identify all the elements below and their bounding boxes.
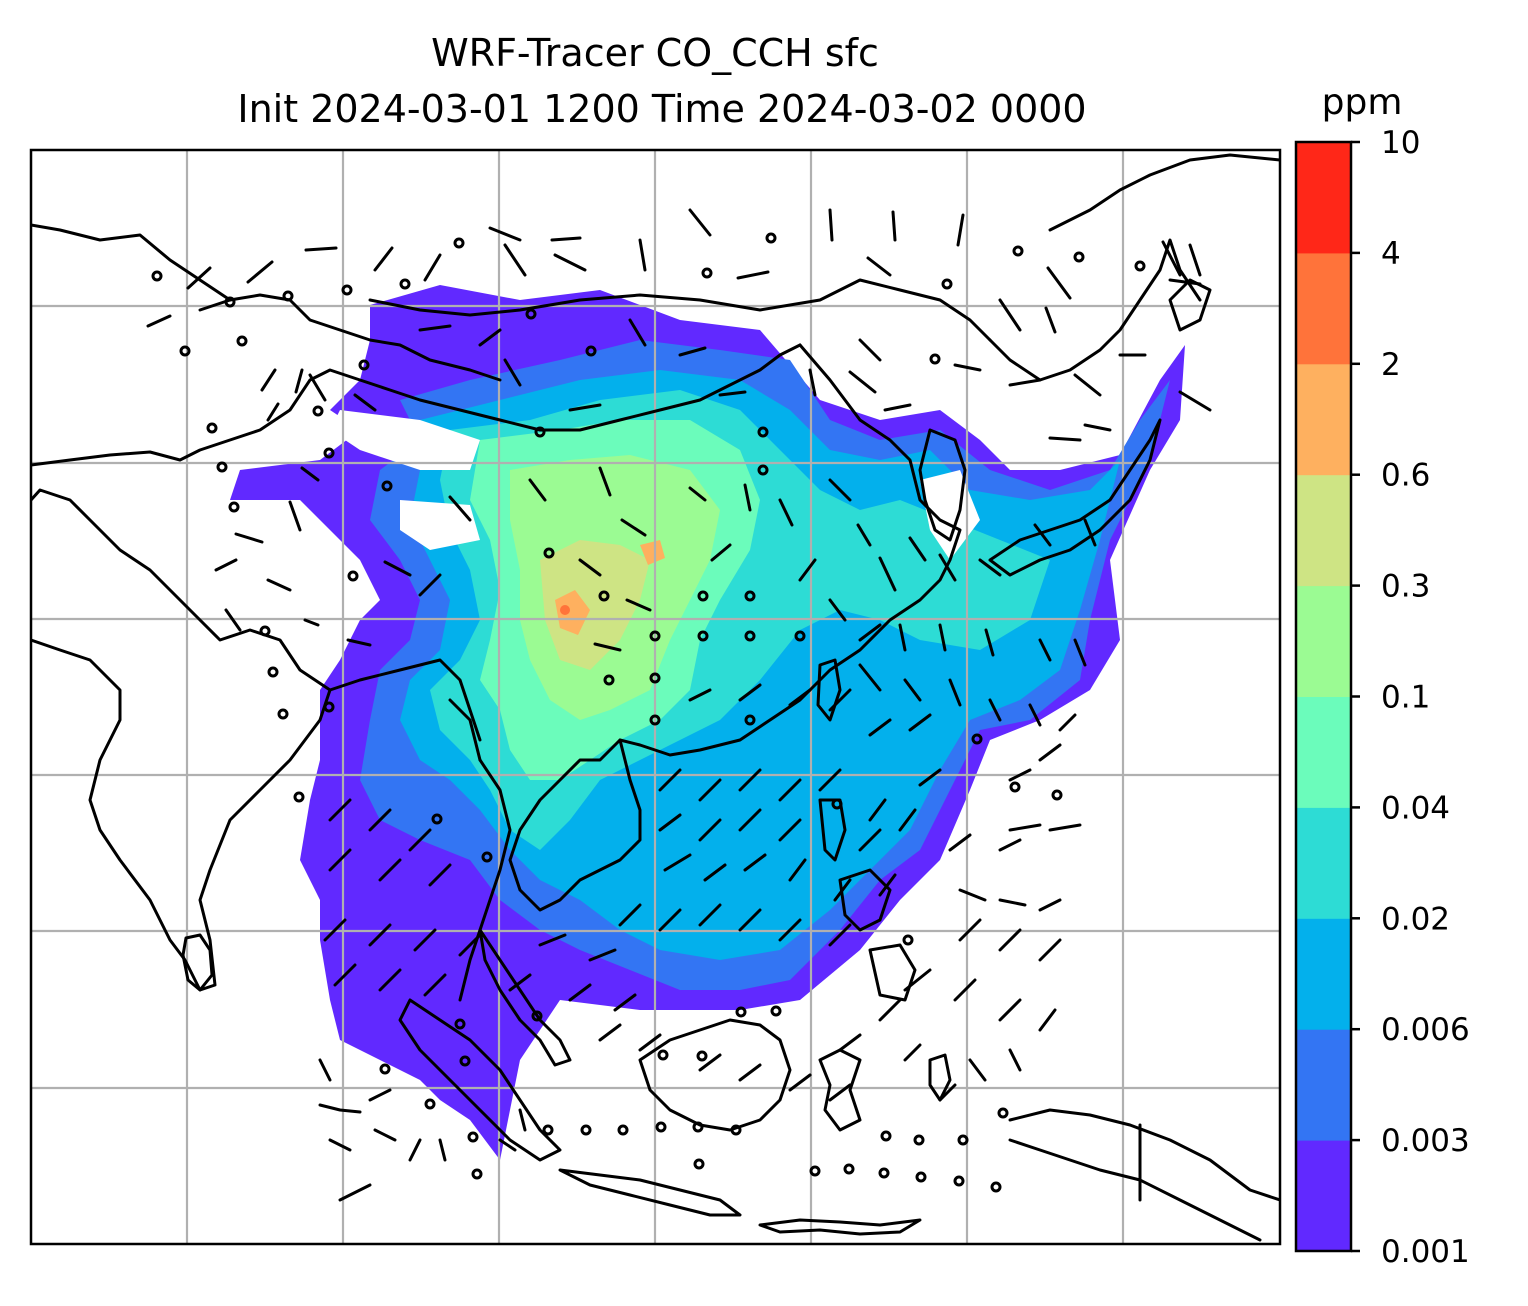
colorbar-tick-label: 10 [1381,125,1420,161]
colorbar-tick-label: 0.001 [1381,1234,1470,1270]
map-title-line-1: WRF-Tracer CO_CCH sfc [431,31,879,75]
wind-barbs [146,208,1212,1202]
colorbar-bands [1296,142,1351,1252]
colorbar-band [1296,918,1351,1030]
colorbar-band [1296,363,1351,476]
colorbar-tick-label: 0.02 [1381,901,1450,937]
colorbar-band [1296,1029,1351,1141]
conc-level-9 [560,605,570,615]
colorbar-tick-label: 0.006 [1381,1012,1470,1048]
calm-wind-markers [151,232,1146,1193]
colorbar-tick-label: 2 [1381,347,1401,383]
colorbar-band [1296,696,1351,808]
coastlines [31,153,1280,1242]
colorbar-tick-label: 0.04 [1381,790,1450,826]
colorbar-tick-label: 0.003 [1381,1123,1470,1159]
colorbar-unit-label: ppm [1322,82,1403,123]
conc-level-8 [555,590,590,635]
colorbar-tick-label: 0.3 [1381,569,1430,605]
colorbar: ppm 0.001 0.003 0.006 0.02 0.04 0.1 0.3 0.6 2 4 10 [1294,82,1470,1270]
colorbar-tick-label: 0.1 [1381,680,1430,716]
colorbar-band [1296,807,1351,919]
colorbar-ticks: 0.001 0.003 0.006 0.02 0.04 0.1 0.3 0.6 2 4 10 [1351,125,1470,1270]
colorbar-tick-label: 0.6 [1381,458,1430,494]
colorbar-band [1296,1140,1351,1252]
colorbar-band [1296,585,1351,697]
colorbar-band [1296,474,1351,587]
conc-level-7 [540,540,650,670]
colorbar-tick-label: 4 [1381,236,1401,272]
map-frame [29,148,1282,1246]
map-title-line-2: Init 2024-03-01 1200 Time 2024-03-02 000… [237,87,1086,131]
colorbar-band [1296,142,1351,254]
colorbar-band [1296,252,1351,365]
conc-level-8b [640,540,665,565]
map-panel [31,150,1280,1244]
